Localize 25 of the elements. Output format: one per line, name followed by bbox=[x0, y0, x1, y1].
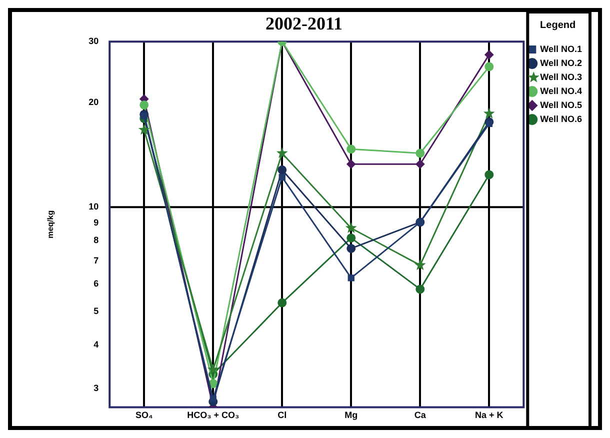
legend-label: Well NO.1 bbox=[540, 44, 582, 54]
y-tick-label: 7 bbox=[94, 255, 99, 266]
legend-label: Well NO.2 bbox=[540, 58, 582, 68]
y-tick-label: 6 bbox=[94, 278, 99, 289]
legend-title: Legend bbox=[540, 20, 576, 31]
y-tick-label: 20 bbox=[88, 97, 99, 108]
y-tick-label: 4 bbox=[94, 340, 99, 350]
legend-label: Well NO.3 bbox=[540, 72, 582, 82]
x-tick-label: Na + K bbox=[475, 410, 504, 420]
y-tick-label: 9 bbox=[94, 217, 99, 228]
x-tick-label: SO₄ bbox=[135, 410, 153, 420]
x-tick-label: HCO₃ + CO₃ bbox=[187, 410, 240, 420]
y-tick-label: 5 bbox=[94, 306, 99, 316]
legend-label: Well NO.4 bbox=[540, 86, 582, 96]
y-axis-title: meq/kg bbox=[46, 210, 56, 238]
x-tick-label: Cl bbox=[278, 410, 287, 420]
x-tick-label: Mg bbox=[344, 410, 358, 420]
y-tick-label: 8 bbox=[94, 235, 99, 246]
legend-label: Well NO.5 bbox=[540, 100, 582, 110]
y-tick-label: 10 bbox=[88, 202, 99, 212]
legend-label: Well NO.6 bbox=[540, 114, 582, 124]
x-tick-label: Ca bbox=[414, 410, 427, 420]
y-tick-label: 3 bbox=[94, 382, 99, 393]
y-tick-label: 30 bbox=[88, 36, 99, 46]
chart-title: 2002-2011 bbox=[265, 13, 343, 34]
